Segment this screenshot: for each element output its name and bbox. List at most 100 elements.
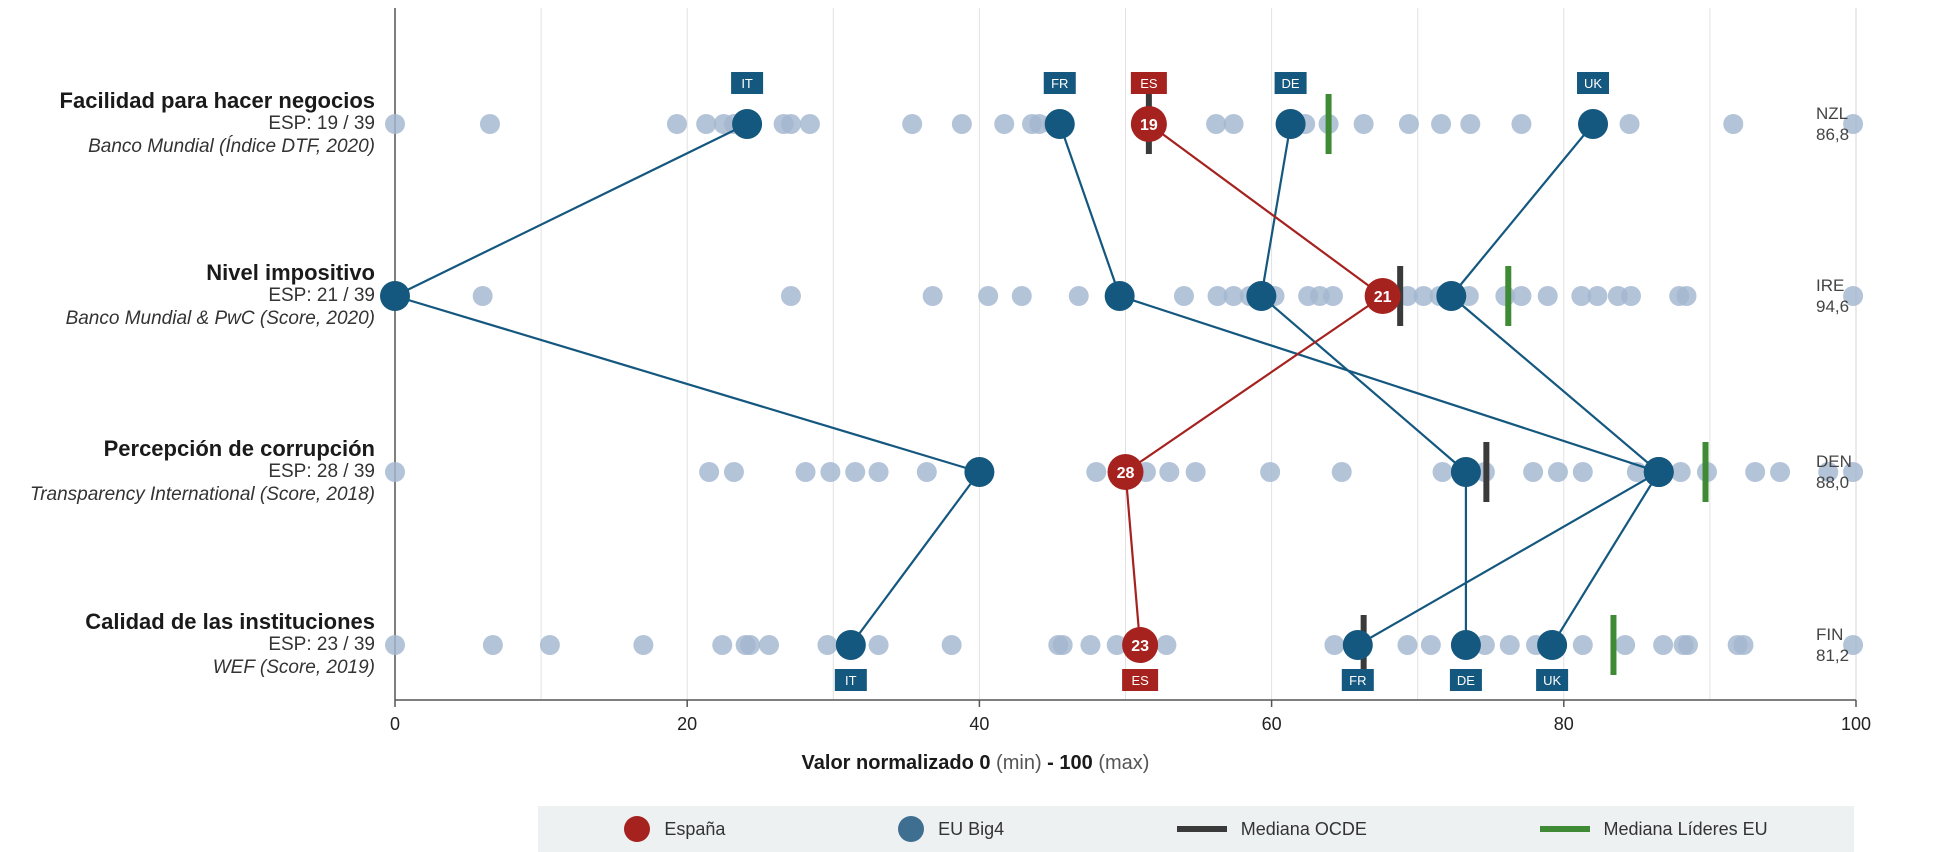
big4-tag-uk: UK [1584,76,1602,91]
country-point [1156,635,1177,655]
x-tick-label: 80 [1554,714,1574,734]
country-point [1260,462,1281,482]
big4-connector-uk [1551,471,1660,646]
country-point [479,114,500,134]
espana-point [1364,278,1401,314]
big4-connector-it [849,471,981,646]
big4-tag-fr: FR [1349,673,1366,688]
country-point [1106,635,1127,655]
x-tick-label: 20 [677,714,697,734]
country-point [385,114,405,134]
country-point [1080,635,1101,655]
x-axis-label: Valor normalizado 0 (min) - 100 (max) [0,752,1951,775]
row-source: Banco Mundial (Índice DTF, 2020) [88,136,375,157]
big4-tag-it: IT [845,673,857,688]
big4-connector-de [1260,123,1292,297]
big4-tag-box [1449,669,1482,691]
leader-label: IRE 94,6 [1816,275,1849,317]
legend-median-ocde-swatch [1176,826,1227,832]
country-point [1511,286,1532,306]
country-point [740,635,761,655]
country-dots [385,114,1864,655]
country-point [1159,462,1180,482]
country-point [1572,462,1593,482]
big4-tag-box [1536,669,1569,691]
country-point [1331,462,1352,482]
legend-median-leaders-swatch [1539,826,1590,832]
country-point [1460,114,1481,134]
country-point [1206,114,1227,134]
big4-tag-uk: UK [1543,673,1561,688]
big4-connector-fr [1119,294,1660,474]
country-point [1653,635,1674,655]
espana-tag-box [1130,72,1167,94]
legend-item-median-ocde: Mediana OCDE [1176,819,1367,840]
big4-point-uk [1436,281,1467,311]
country-point [1572,635,1593,655]
big4-tag-de: DE [1457,673,1475,688]
leader-label: DEN 88,0 [1816,451,1852,493]
big4-tag-box [834,669,867,691]
big4-point-it [732,109,763,139]
big4-tag-fr: FR [1051,76,1068,91]
country-point [633,635,654,655]
big4-connector-uk [1450,123,1594,297]
x-axis-label-part-2: - 100 [1047,752,1093,774]
legend-item-espana: España [624,816,725,842]
espana-tag-box [1122,669,1159,691]
country-point [941,635,962,655]
espana-tag: ES [1131,673,1149,688]
big4-tag-box [1274,72,1307,94]
espana-rank-label: 21 [1374,289,1392,306]
country-point [1398,114,1419,134]
legend-median-leaders-label: Mediana Líderes EU [1603,818,1768,839]
country-point [817,635,838,655]
espana-rank-label: 23 [1131,638,1149,655]
country-point [1499,635,1520,655]
country-point [385,462,405,482]
country-point [799,114,820,134]
row-rank: ESP: 28 / 39 [268,461,375,482]
leader-value: 88,0 [1816,473,1850,492]
big4-connector-uk [1450,295,1660,473]
country-point [1223,114,1244,134]
espana-point [1107,454,1144,490]
country-point [472,286,493,306]
espana-rank-label: 28 [1117,465,1135,482]
country-point [1723,114,1744,134]
country-point [978,286,999,306]
country-point [1745,462,1766,482]
row-rank: ESP: 19 / 39 [268,113,375,134]
row-title: Calidad de las instituciones [85,609,375,634]
country-point [1621,286,1642,306]
espana-connector [1148,123,1384,297]
country-point [780,114,801,134]
country-point [1353,114,1374,134]
legend-big4-swatch [898,816,925,842]
country-point [1173,286,1194,306]
country-point [780,286,801,306]
country-point [696,114,717,134]
x-axis-label-min: (min) [990,752,1048,774]
big4-tag-box [1341,669,1374,691]
row-title: Facilidad para hacer negocios [59,88,375,113]
x-tick-label: 40 [969,714,989,734]
espana-connector [1124,471,1142,646]
country-point [1770,462,1791,482]
country-point [994,114,1015,134]
row-source: WEF (Score, 2019) [212,657,375,678]
country-point [385,635,405,655]
country-point [1677,635,1698,655]
country-point [845,462,866,482]
country-point [1420,635,1441,655]
country-point [1818,462,1839,482]
country-point [1843,114,1864,134]
country-point [1843,462,1864,482]
legend-item-median-leaders: Mediana Líderes EU [1539,818,1768,840]
big4-point-fr [1643,457,1674,487]
country-point [1587,286,1608,306]
big4-connector-fr [1058,123,1121,297]
country-point [795,462,816,482]
big4-connector-de [1260,295,1467,473]
legend-espana-swatch [624,816,651,842]
